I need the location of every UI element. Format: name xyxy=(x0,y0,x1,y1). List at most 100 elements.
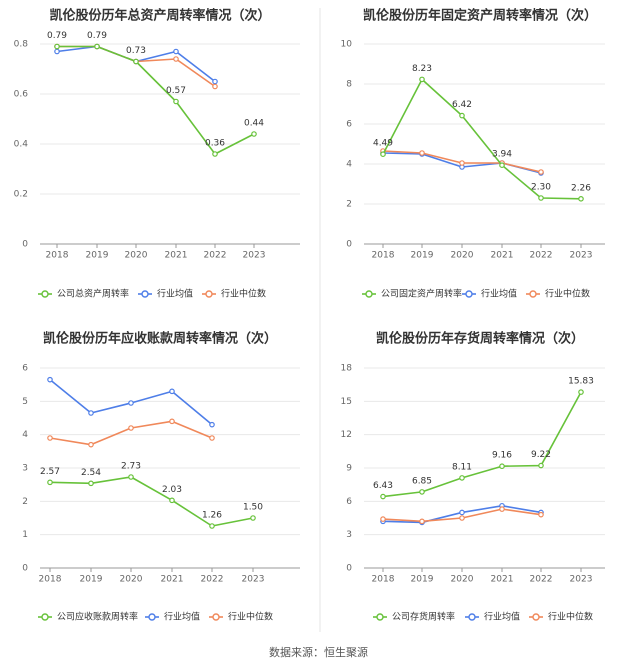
legend-swatch-marker xyxy=(212,613,220,621)
legend-label: 公司总资产周转率 xyxy=(57,288,129,300)
data-label: 6.42 xyxy=(452,100,472,110)
y-tick-label: 0 xyxy=(22,564,28,574)
legend-swatch-marker xyxy=(465,290,473,298)
x-tick-label: 2019 xyxy=(80,575,103,585)
median-point xyxy=(459,160,465,166)
y-tick-label: 4 xyxy=(22,430,28,440)
average-point xyxy=(88,410,94,416)
data-label: 0.57 xyxy=(166,86,186,96)
company-point xyxy=(578,196,584,202)
data-label: 1.50 xyxy=(243,503,263,513)
y-tick-label: 15 xyxy=(341,397,352,407)
y-tick-label: 2 xyxy=(22,497,28,507)
legend-label: 行业中位数 xyxy=(221,288,266,300)
x-tick-label: 2020 xyxy=(451,575,474,585)
data-label: 0.79 xyxy=(47,31,67,41)
y-tick-label: 0 xyxy=(346,240,352,250)
data-label: 2.57 xyxy=(40,467,60,477)
company-point xyxy=(212,151,218,157)
x-tick-label: 2023 xyxy=(243,251,266,261)
chart-title: 凯伦股份历年存货周转率情况（次） xyxy=(376,331,584,347)
x-tick-label: 2021 xyxy=(491,251,514,261)
y-tick-label: 5 xyxy=(22,397,28,407)
y-tick-label: 3 xyxy=(22,464,28,474)
x-tick-label: 2022 xyxy=(530,251,553,261)
data-label: 0.79 xyxy=(87,31,107,41)
company-point xyxy=(94,43,100,50)
legend-label: 行业均值 xyxy=(481,288,517,300)
legend-swatch-marker xyxy=(141,290,149,298)
company-point xyxy=(133,58,139,65)
x-tick-label: 2018 xyxy=(372,575,395,585)
legend-label: 行业中位数 xyxy=(545,288,590,300)
y-tick-label: 0.6 xyxy=(14,90,29,100)
x-tick-label: 2020 xyxy=(125,251,148,261)
data-label: 4.49 xyxy=(373,139,393,149)
median-point xyxy=(459,515,465,521)
data-label: 2.73 xyxy=(121,462,141,472)
x-tick-label: 2023 xyxy=(570,575,593,585)
x-tick-label: 2020 xyxy=(120,575,143,585)
y-tick-label: 3 xyxy=(346,530,352,540)
company-point xyxy=(54,43,60,50)
data-label: 8.23 xyxy=(412,64,432,74)
legend-swatch-marker xyxy=(532,613,540,621)
y-tick-label: 0 xyxy=(22,240,28,250)
y-tick-label: 1 xyxy=(22,530,28,540)
median-point xyxy=(212,83,218,90)
y-tick-label: 4 xyxy=(346,160,352,170)
data-label: 0.36 xyxy=(205,139,225,149)
company-point xyxy=(578,389,584,395)
data-label: 3.94 xyxy=(492,150,512,160)
legend-swatch-marker xyxy=(205,290,213,298)
company-point xyxy=(251,131,257,137)
data-label: 0.73 xyxy=(126,46,146,56)
y-tick-label: 6 xyxy=(346,120,352,130)
median-point xyxy=(419,518,425,525)
y-tick-label: 6 xyxy=(22,364,28,374)
data-label: 6.43 xyxy=(373,481,393,491)
x-tick-label: 2019 xyxy=(411,575,434,585)
company-point xyxy=(209,523,215,529)
y-tick-label: 12 xyxy=(341,430,352,440)
y-tick-label: 2 xyxy=(346,200,352,210)
median-point xyxy=(128,425,134,431)
legend-swatch-marker xyxy=(468,613,476,621)
median-point xyxy=(209,435,215,441)
median-point xyxy=(47,435,53,441)
average-point xyxy=(169,388,175,395)
series-line-company xyxy=(382,391,582,498)
data-label: 9.16 xyxy=(492,451,512,461)
data-label: 15.83 xyxy=(568,377,594,387)
x-tick-label: 2023 xyxy=(570,251,593,261)
company-point xyxy=(128,474,134,480)
legend-label: 行业中位数 xyxy=(228,611,273,623)
company-point xyxy=(499,463,505,470)
legend-swatch-marker xyxy=(148,613,156,621)
x-tick-label: 2022 xyxy=(201,575,224,585)
y-tick-label: 0.4 xyxy=(14,140,29,150)
data-label: 2.54 xyxy=(81,468,101,478)
company-point xyxy=(538,462,544,469)
chart-title: 凯伦股份历年总资产周转率情况（次） xyxy=(49,8,270,24)
x-tick-label: 2021 xyxy=(165,251,188,261)
y-tick-label: 10 xyxy=(341,40,353,50)
data-label: 2.30 xyxy=(531,183,551,193)
company-point xyxy=(88,480,94,487)
company-point xyxy=(459,475,465,481)
legend-swatch-marker xyxy=(376,613,384,621)
company-point xyxy=(538,195,544,201)
legend-label: 行业均值 xyxy=(484,611,520,623)
y-tick-label: 0 xyxy=(346,564,352,574)
legend-label: 公司应收账款周转率 xyxy=(57,611,138,623)
series-line-company xyxy=(49,476,254,527)
x-tick-label: 2018 xyxy=(372,251,395,261)
x-tick-label: 2020 xyxy=(451,251,474,261)
average-point xyxy=(54,48,60,55)
average-point xyxy=(128,400,134,406)
legend-swatch-marker xyxy=(41,290,49,298)
company-point xyxy=(169,497,175,504)
company-point xyxy=(419,489,425,495)
y-tick-label: 18 xyxy=(341,364,353,374)
